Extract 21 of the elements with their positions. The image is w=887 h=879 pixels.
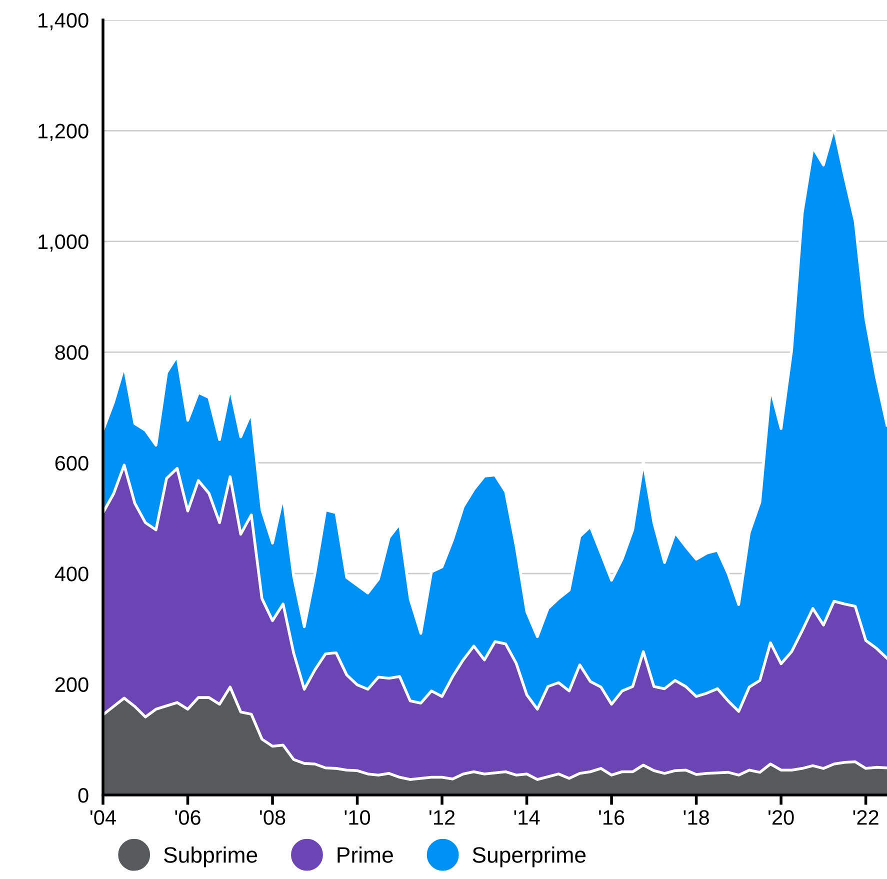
x-tick-label: '14 <box>514 810 540 825</box>
x-tick-label: '18 <box>684 810 709 825</box>
y-tick-label: 800 <box>55 345 88 360</box>
x-tick-label: '10 <box>344 810 370 825</box>
x-tick-label: '12 <box>430 810 455 825</box>
y-tick-label: 0 <box>78 788 88 803</box>
y-tick-label: 1,400 <box>38 13 88 30</box>
legend-label: Superprime <box>472 846 586 868</box>
y-tick-label: 200 <box>55 677 88 692</box>
x-tick-label: '16 <box>599 810 624 825</box>
y-tick-label: 1,000 <box>38 234 88 252</box>
y-tick-label: 400 <box>54 566 88 582</box>
x-tick-label: '06 <box>175 810 200 825</box>
x-tick-label: '04 <box>90 810 116 825</box>
x-tick-label: '22 <box>853 810 878 825</box>
legend-label: Prime <box>338 846 393 863</box>
x-tick-label: '20 <box>768 810 794 825</box>
y-tick-label: 600 <box>55 456 88 471</box>
legend-label: Subprime <box>164 846 258 868</box>
y-tick-label: 1,200 <box>38 124 88 141</box>
x-tick-label: '08 <box>260 810 286 825</box>
